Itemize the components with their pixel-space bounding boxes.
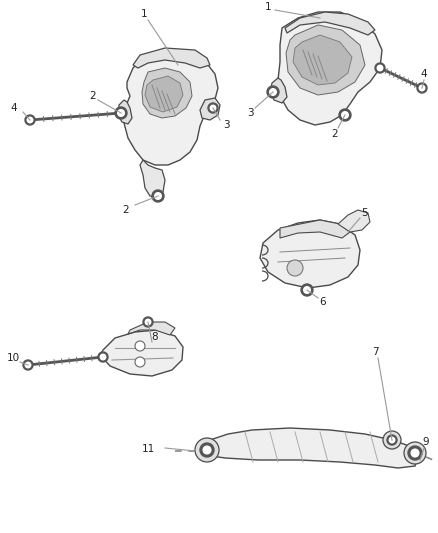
Circle shape xyxy=(301,284,313,296)
Circle shape xyxy=(375,63,385,73)
Text: 9: 9 xyxy=(423,437,429,447)
Text: 3: 3 xyxy=(223,120,230,130)
Polygon shape xyxy=(140,160,165,198)
Circle shape xyxy=(267,86,279,98)
Polygon shape xyxy=(100,330,183,376)
Circle shape xyxy=(25,362,31,368)
Circle shape xyxy=(100,354,106,360)
Circle shape xyxy=(27,117,33,123)
Polygon shape xyxy=(285,12,375,35)
Circle shape xyxy=(118,110,124,116)
Circle shape xyxy=(377,65,383,71)
Text: 2: 2 xyxy=(332,129,338,139)
Circle shape xyxy=(408,446,422,460)
Text: 8: 8 xyxy=(152,332,158,342)
Text: 1: 1 xyxy=(265,2,271,12)
Polygon shape xyxy=(198,428,418,468)
Circle shape xyxy=(155,193,161,199)
Circle shape xyxy=(387,435,397,445)
Circle shape xyxy=(152,190,164,202)
Polygon shape xyxy=(145,76,183,112)
Circle shape xyxy=(208,103,218,113)
Circle shape xyxy=(195,438,219,462)
Circle shape xyxy=(342,112,348,118)
Circle shape xyxy=(143,317,153,327)
Text: 6: 6 xyxy=(320,297,326,307)
Text: 4: 4 xyxy=(11,103,18,113)
Text: 1: 1 xyxy=(141,9,147,19)
Circle shape xyxy=(270,88,276,95)
Text: 2: 2 xyxy=(90,91,96,101)
Text: 11: 11 xyxy=(141,444,155,454)
Circle shape xyxy=(23,360,33,370)
Circle shape xyxy=(116,108,126,118)
Circle shape xyxy=(25,115,35,125)
Circle shape xyxy=(210,105,216,111)
Circle shape xyxy=(145,319,151,325)
Polygon shape xyxy=(293,35,352,85)
Text: 3: 3 xyxy=(247,108,253,118)
Circle shape xyxy=(200,443,214,457)
Polygon shape xyxy=(270,78,287,103)
Circle shape xyxy=(135,357,145,367)
Polygon shape xyxy=(278,12,382,125)
Polygon shape xyxy=(128,322,175,335)
Polygon shape xyxy=(338,210,370,232)
Circle shape xyxy=(118,110,124,116)
Circle shape xyxy=(383,431,401,449)
Circle shape xyxy=(339,109,351,121)
Polygon shape xyxy=(142,68,192,118)
Text: 7: 7 xyxy=(372,347,378,357)
Circle shape xyxy=(411,449,419,457)
Circle shape xyxy=(287,260,303,276)
Polygon shape xyxy=(200,98,220,120)
Circle shape xyxy=(304,287,310,293)
Text: 5: 5 xyxy=(360,208,367,218)
Circle shape xyxy=(203,446,211,454)
Circle shape xyxy=(115,107,127,119)
Text: 10: 10 xyxy=(7,353,20,363)
Circle shape xyxy=(135,341,145,351)
Circle shape xyxy=(404,442,426,464)
Polygon shape xyxy=(286,25,365,95)
Text: 4: 4 xyxy=(420,69,427,79)
Circle shape xyxy=(419,85,425,91)
Polygon shape xyxy=(118,100,132,124)
Circle shape xyxy=(417,83,427,93)
Circle shape xyxy=(389,437,395,443)
Polygon shape xyxy=(260,220,360,288)
Text: 2: 2 xyxy=(123,205,129,215)
Circle shape xyxy=(98,352,108,362)
Polygon shape xyxy=(133,48,210,68)
Polygon shape xyxy=(124,50,218,165)
Polygon shape xyxy=(280,220,350,238)
